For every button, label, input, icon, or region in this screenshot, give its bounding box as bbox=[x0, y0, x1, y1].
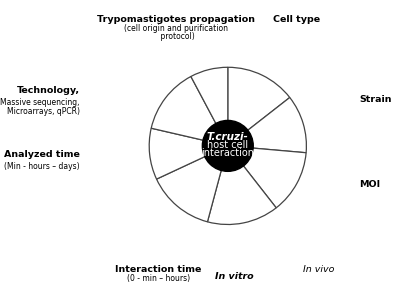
Text: Analyzed time: Analyzed time bbox=[4, 150, 80, 159]
Text: interaction: interaction bbox=[201, 148, 254, 158]
Text: Trypomastigotes propagation: Trypomastigotes propagation bbox=[97, 14, 255, 23]
Text: Cell type: Cell type bbox=[273, 14, 320, 23]
Wedge shape bbox=[191, 67, 228, 146]
Text: (Min - hours – days): (Min - hours – days) bbox=[4, 162, 80, 171]
Text: (Massive sequencing,: (Massive sequencing, bbox=[0, 98, 80, 107]
Wedge shape bbox=[156, 146, 228, 222]
Circle shape bbox=[202, 120, 253, 171]
Text: (cell origin and purification: (cell origin and purification bbox=[124, 24, 228, 33]
Wedge shape bbox=[208, 146, 276, 224]
Text: T.cruzi-: T.cruzi- bbox=[207, 132, 249, 142]
Text: Technology,: Technology, bbox=[16, 86, 80, 95]
Text: In vivo: In vivo bbox=[303, 265, 335, 274]
Text: (0 - min – hours): (0 - min – hours) bbox=[126, 274, 190, 283]
Wedge shape bbox=[151, 77, 228, 146]
Wedge shape bbox=[228, 146, 306, 208]
Wedge shape bbox=[149, 128, 228, 179]
Text: protocol): protocol) bbox=[158, 32, 194, 41]
Text: Strain: Strain bbox=[359, 95, 392, 104]
Text: host cell: host cell bbox=[207, 139, 248, 150]
Text: MOI: MOI bbox=[359, 180, 380, 189]
Text: Microarrays, qPCR): Microarrays, qPCR) bbox=[6, 107, 80, 117]
Wedge shape bbox=[228, 67, 290, 146]
Text: In vitro: In vitro bbox=[215, 272, 253, 281]
Text: Interaction time: Interaction time bbox=[115, 265, 201, 274]
Wedge shape bbox=[228, 97, 306, 153]
